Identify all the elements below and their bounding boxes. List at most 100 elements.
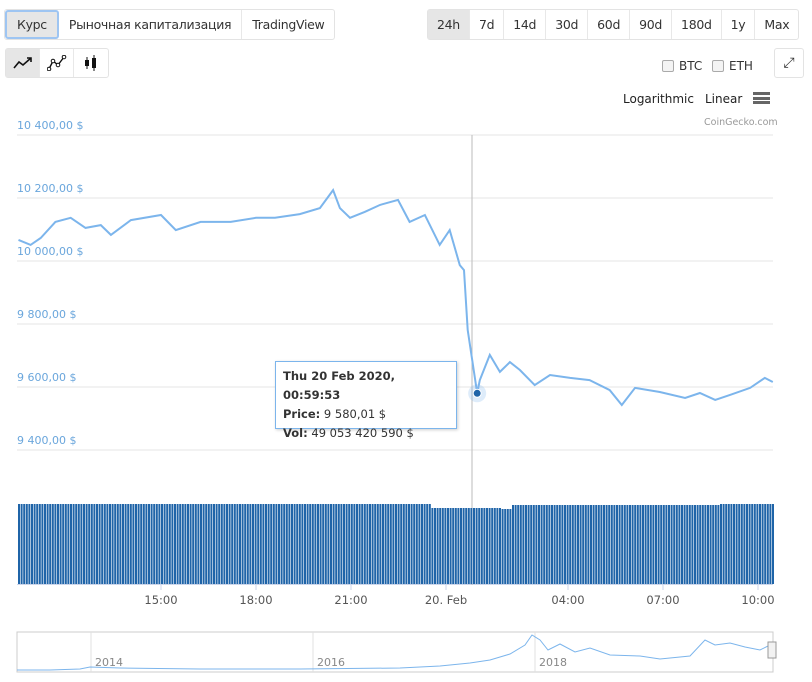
volume-bar — [626, 505, 629, 584]
volume-bar — [317, 504, 319, 584]
volume-bar — [44, 504, 46, 584]
volume-bar — [480, 508, 483, 584]
volume-bar — [280, 504, 283, 584]
volume-bar — [96, 504, 98, 584]
volume-bar — [556, 505, 559, 584]
point-line-chart-icon[interactable] — [40, 49, 74, 77]
navigator-label: 2016 — [317, 656, 345, 669]
volume-bar — [75, 504, 78, 584]
volume-bar — [670, 505, 673, 584]
volume-bar — [31, 504, 33, 584]
tab-market-cap[interactable]: Рыночная капитализация — [59, 10, 243, 39]
volume-bar — [584, 505, 587, 584]
candlestick-icon[interactable] — [74, 49, 108, 77]
volume-bar — [579, 505, 582, 584]
volume-bar — [725, 504, 728, 584]
volume-bar — [496, 508, 499, 584]
volume-bar — [246, 504, 249, 584]
range-90d[interactable]: 90d — [630, 10, 673, 39]
volume-bar — [158, 504, 161, 584]
volume-bar — [254, 504, 257, 584]
volume-bar — [304, 504, 306, 584]
volume-bar — [129, 504, 132, 584]
x-tick-label: 07:00 — [646, 593, 680, 607]
y-tick-label: 10 400,00 $ — [17, 119, 84, 132]
volume-bar — [114, 504, 117, 584]
volume-bar — [735, 504, 738, 584]
volume-bar — [530, 505, 533, 584]
price-line — [18, 188, 774, 407]
compare-btc-checkbox[interactable]: BTC — [662, 59, 702, 73]
volume-bar — [756, 504, 759, 584]
volume-bar — [608, 505, 611, 584]
navigator — [16, 631, 774, 673]
volume-bar — [163, 504, 166, 584]
volume-bar — [657, 505, 660, 584]
range-max[interactable]: Max — [764, 17, 790, 32]
volume-bar — [356, 504, 358, 584]
volume-bar — [753, 504, 756, 584]
volume-bar — [571, 505, 574, 584]
range-14d[interactable]: 14d — [504, 10, 547, 39]
volume-bar — [337, 504, 340, 584]
volume-bar — [402, 504, 405, 584]
volume-bar — [192, 504, 195, 584]
volume-bar — [558, 505, 561, 584]
compare-eth-checkbox[interactable]: ETH — [712, 59, 753, 73]
volume-bar — [743, 504, 746, 584]
volume-bar — [590, 505, 592, 584]
volume-bar — [18, 504, 20, 584]
volume-bar — [340, 504, 343, 584]
volume-bar — [597, 505, 600, 584]
volume-bar — [223, 504, 226, 584]
range-24h[interactable]: 24h — [428, 10, 470, 39]
volume-bar — [210, 504, 213, 584]
volume-bar — [161, 504, 163, 584]
logarithmic-scale-button[interactable]: Logarithmic — [623, 92, 694, 106]
expand-icon[interactable]: ⤢ — [774, 48, 804, 78]
volume-bar — [527, 505, 530, 584]
volume-bar — [70, 504, 72, 584]
volume-bar — [514, 505, 517, 584]
tooltip-date: Thu 20 Feb 2020, 00:59:53 — [283, 369, 396, 402]
range-30d[interactable]: 30d — [546, 10, 589, 39]
volume-bar — [561, 505, 564, 584]
volume-bar — [405, 504, 408, 584]
volume-bar — [85, 504, 88, 584]
range-7d[interactable]: 7d — [470, 10, 505, 39]
volume-bar — [764, 504, 767, 584]
range-180d[interactable]: 180d — [672, 10, 722, 39]
navigator-label: 2014 — [95, 656, 123, 669]
volume-bar — [64, 504, 67, 584]
hover-point — [472, 388, 482, 398]
line-chart-icon[interactable] — [6, 49, 40, 77]
volume-bar — [116, 504, 119, 584]
tab-price[interactable]: Курс — [5, 10, 59, 39]
tab-tradingview[interactable]: TradingView — [252, 17, 325, 32]
volume-bar — [655, 505, 657, 584]
volume-bar — [267, 504, 270, 584]
volume-bar — [400, 504, 403, 584]
range-60d[interactable]: 60d — [588, 10, 631, 39]
volume-bar — [748, 504, 751, 584]
volume-bar — [577, 505, 579, 584]
volume-bar — [595, 505, 598, 584]
range-1y[interactable]: 1y — [722, 10, 756, 39]
volume-bar — [408, 504, 410, 584]
tooltip-price-label: Price: — [283, 407, 321, 421]
linear-scale-button[interactable]: Linear — [705, 92, 743, 106]
credit-link[interactable]: CoinGecko.com — [704, 117, 778, 128]
volume-bar — [288, 504, 291, 584]
volume-bar — [730, 504, 733, 584]
hamburger-icon[interactable] — [753, 92, 770, 104]
volume-bar — [330, 504, 332, 584]
volume-bar — [262, 504, 265, 584]
volume-bar — [358, 504, 361, 584]
volume-bar — [189, 504, 192, 584]
volume-bar — [501, 509, 504, 584]
volume-bar — [509, 509, 512, 584]
volume-bar — [504, 509, 507, 584]
volume-bar — [738, 504, 741, 584]
volume-bar — [733, 504, 735, 584]
